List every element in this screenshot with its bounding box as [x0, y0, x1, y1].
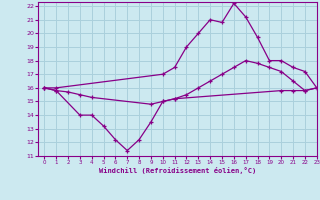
X-axis label: Windchill (Refroidissement éolien,°C): Windchill (Refroidissement éolien,°C) — [99, 167, 256, 174]
